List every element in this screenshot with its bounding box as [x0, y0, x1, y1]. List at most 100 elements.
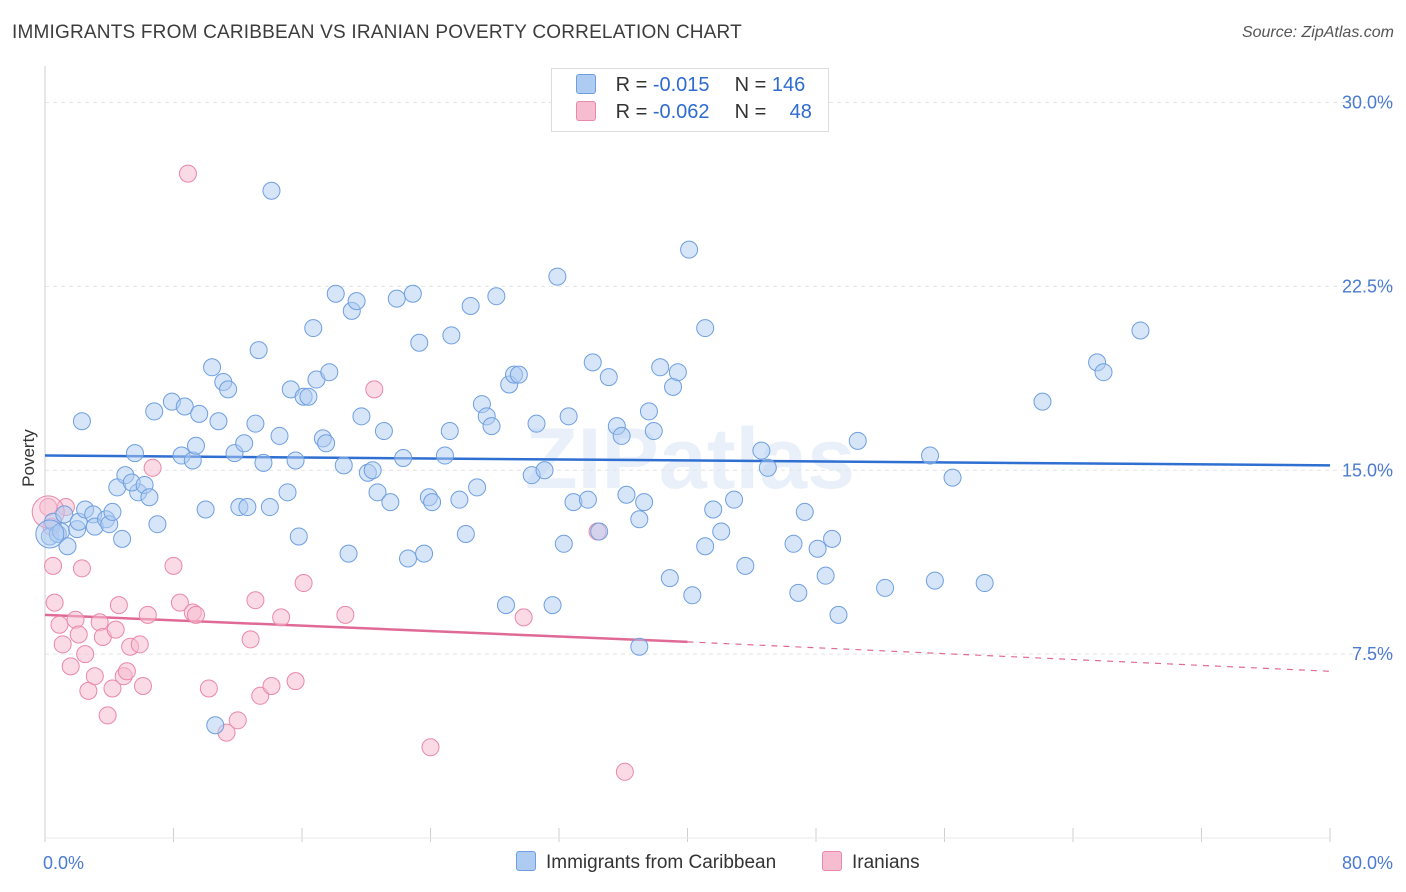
caribbean-point: [347, 292, 366, 311]
caribbean-point: [921, 446, 940, 465]
caribbean-point: [712, 522, 731, 541]
legend-r-value: -0.062: [652, 101, 710, 123]
caribbean-point: [140, 488, 159, 507]
caribbean-point: [249, 341, 268, 360]
iranians-point: [272, 608, 291, 627]
caribbean-point: [599, 368, 618, 387]
iranians-point: [72, 559, 91, 578]
iranians-point: [106, 620, 125, 639]
iranians-point: [241, 630, 260, 649]
caribbean-point: [399, 549, 418, 568]
caribbean-point: [509, 365, 528, 384]
iranians-point: [262, 677, 281, 695]
caribbean-point: [559, 407, 578, 426]
caribbean-point: [543, 596, 562, 615]
legend-swatch-pink: [822, 851, 842, 871]
caribbean-point: [461, 297, 480, 315]
iranians-point: [44, 556, 63, 575]
caribbean-point: [736, 556, 755, 575]
caribbean-point: [374, 422, 393, 441]
iranians-point: [103, 679, 122, 698]
caribbean-points: [35, 181, 1150, 735]
caribbean-point: [435, 446, 454, 465]
iranians-trend-extension: [687, 641, 1331, 672]
caribbean-point: [752, 441, 771, 460]
caribbean-point: [254, 453, 273, 472]
caribbean-point: [704, 500, 723, 519]
legend-label-caribbean: Immigrants from Caribbean: [546, 852, 777, 873]
legend-n-label: N =: [734, 101, 767, 123]
caribbean-point: [320, 363, 339, 382]
iranians-point: [61, 657, 80, 676]
caribbean-point: [487, 287, 506, 306]
iranians-point: [514, 608, 533, 627]
legend-swatch-blue: [516, 851, 536, 871]
caribbean-point: [196, 500, 215, 519]
caribbean-point: [578, 490, 597, 509]
iranians-point: [117, 662, 136, 681]
iranians-point: [186, 605, 205, 624]
y-tick-label: 22.5%: [1342, 276, 1393, 296]
caribbean-point: [725, 490, 744, 509]
caribbean-point: [784, 534, 803, 553]
caribbean-point: [1033, 392, 1052, 411]
iranians-point: [66, 610, 85, 629]
caribbean-point: [583, 353, 602, 372]
iranians-point: [98, 706, 117, 725]
caribbean-point: [304, 319, 323, 338]
y-tick-label: 30.0%: [1342, 93, 1393, 113]
x-tick-label: 0.0%: [43, 853, 84, 873]
legend-r-label: R =: [615, 101, 648, 123]
caribbean-point: [326, 284, 345, 303]
iranians-point: [170, 593, 189, 612]
caribbean-point: [630, 510, 649, 529]
caribbean-point: [630, 637, 649, 656]
iranians-points: [31, 164, 634, 781]
iranians-point: [76, 645, 95, 664]
legend-item-iranians[interactable]: Iranians: [822, 851, 920, 874]
iranians-point: [286, 672, 305, 691]
caribbean-point: [683, 586, 702, 605]
caribbean-point: [299, 387, 318, 406]
caribbean-point: [548, 267, 567, 286]
caribbean-point: [206, 716, 225, 735]
caribbean-point: [278, 483, 297, 502]
caribbean-point: [270, 426, 289, 445]
iranians-point: [109, 596, 128, 615]
caribbean-point: [696, 319, 715, 338]
legend-item-caribbean[interactable]: Immigrants from Caribbean: [516, 851, 776, 874]
stats-legend: R = -0.015 N = 146 R = -0.062 N = 48: [551, 68, 829, 132]
chart-title: IMMIGRANTS FROM CARIBBEAN VS IRANIAN POV…: [12, 22, 742, 43]
caribbean-point: [219, 380, 238, 399]
caribbean-point: [58, 537, 77, 556]
legend-row-caribbean: R = -0.015 N = 146: [576, 74, 805, 100]
legend-swatch-pink: [576, 101, 596, 121]
y-tick-label: 15.0%: [1342, 460, 1393, 480]
caribbean-point: [450, 490, 469, 509]
x-tick-label: 80.0%: [1342, 853, 1393, 873]
caribbean-point: [925, 571, 944, 590]
caribbean-point: [289, 527, 308, 546]
caribbean-point: [975, 574, 994, 593]
caribbean-point: [403, 284, 422, 303]
legend-n-label: N =: [734, 74, 767, 96]
iranians-point: [365, 380, 384, 399]
iranians-point: [50, 615, 69, 634]
caribbean-point: [943, 468, 962, 487]
iranians-point: [228, 711, 247, 730]
iranians-point: [85, 667, 104, 686]
caribbean-point: [238, 498, 257, 517]
caribbean-point: [442, 326, 461, 345]
caribbean-point: [262, 181, 281, 200]
legend-n-value: 146: [771, 74, 806, 96]
caribbean-point: [660, 569, 679, 588]
caribbean-point: [440, 422, 459, 441]
caribbean-point: [246, 414, 265, 433]
series-legend: Immigrants from Caribbean Iranians: [0, 851, 1406, 879]
caribbean-point: [35, 519, 65, 549]
caribbean-point: [758, 458, 777, 477]
iranians-point: [138, 605, 157, 624]
caribbean-point: [334, 456, 353, 475]
legend-swatch-blue: [576, 74, 596, 94]
